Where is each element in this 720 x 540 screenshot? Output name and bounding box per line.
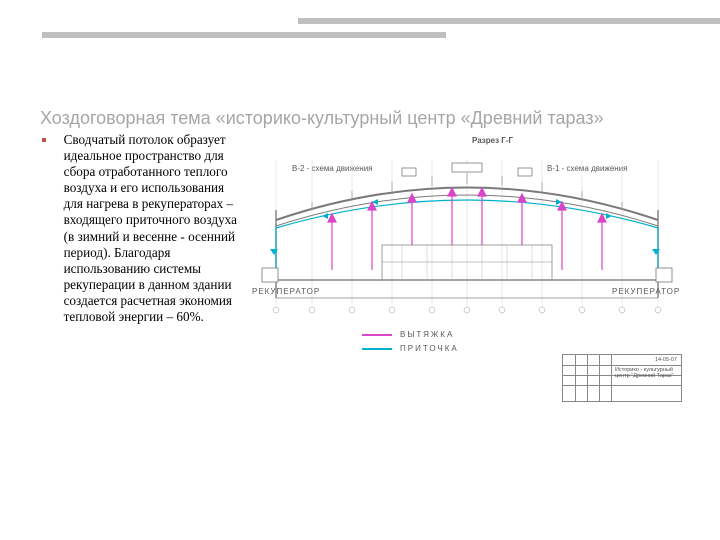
legend-exhaust-label: ВЫТЯЖКА	[400, 330, 454, 339]
building-section-svg	[252, 150, 682, 350]
recuperator-label-right: РЕКУПЕРАТОР	[612, 287, 680, 296]
legend-supply-line	[362, 348, 392, 350]
legend-exhaust-line	[362, 334, 392, 336]
text-column: Сводчатый потолок образует идеальное про…	[64, 132, 244, 402]
top-bar-1	[298, 18, 720, 24]
titleblock-code: 14-05-07	[655, 357, 677, 363]
diagram-column: Разрез Г-Г В-2 - схема движения В-1 - сх…	[252, 132, 682, 402]
section-diagram: Разрез Г-Г В-2 - схема движения В-1 - сх…	[252, 132, 682, 402]
bullet-icon	[42, 138, 46, 142]
titleblock-name: Историко - культурный центр "Древний Тар…	[615, 367, 679, 379]
legend-supply-label: ПРИТОЧКА	[400, 344, 459, 353]
bullet-column	[42, 132, 56, 402]
content-row: Сводчатый потолок образует идеальное про…	[42, 132, 682, 402]
recuperator-label-left: РЕКУПЕРАТОР	[252, 287, 320, 296]
drawing-titleblock: 14-05-07 Историко - культурный центр "Др…	[562, 354, 682, 402]
top-bar-2	[42, 32, 446, 38]
slide-title: Хоздоговорная тема «историко-культурный …	[40, 108, 700, 129]
section-label: Разрез Г-Г	[472, 136, 513, 145]
body-paragraph: Сводчатый потолок образует идеальное про…	[64, 132, 244, 325]
